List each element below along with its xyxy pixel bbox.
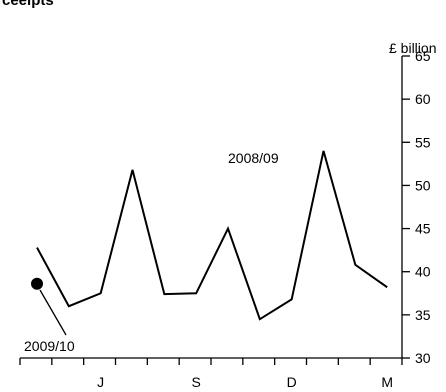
y-tick-label-65: 65 [415, 48, 431, 64]
data-point-2009-10-0 [31, 277, 43, 290]
y-tick-label-45: 45 [415, 221, 431, 237]
series-line-2008-09 [36, 150, 388, 321]
y-tick-label-50: 50 [415, 177, 431, 193]
y-tick-label-40: 40 [415, 264, 431, 280]
x-tick-label-S: S [191, 374, 200, 390]
chart-title: ceeipts [2, 0, 54, 9]
series-label-2009-10-leader [39, 289, 67, 336]
y-tick-label-30: 30 [415, 350, 431, 366]
series-label-2008-09: 2008/09 [228, 150, 279, 166]
y-unit-label: £ billion [389, 40, 436, 56]
y-tick-label-35: 35 [415, 307, 431, 323]
series-label-2009-10: 2009/10 [24, 338, 75, 354]
x-tick-label-M: M [381, 374, 393, 390]
y-tick-label-55: 55 [415, 134, 431, 150]
x-tick-label-D: D [287, 374, 297, 390]
y-tick-label-60: 60 [415, 91, 431, 107]
x-tick-label-J: J [97, 374, 104, 390]
